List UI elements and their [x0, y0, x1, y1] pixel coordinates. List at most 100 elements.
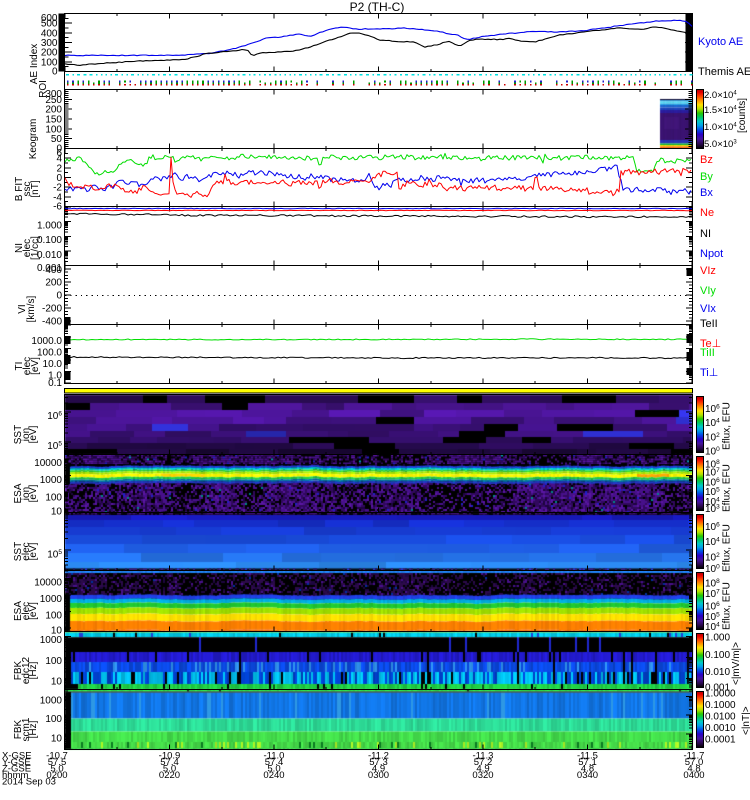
svg-text:[km/s]: [km/s]: [26, 295, 37, 322]
svg-text:-11.2: -11.2: [368, 751, 389, 762]
svg-text:102: 102: [705, 552, 720, 564]
svg-text:0.1000: 0.1000: [705, 700, 736, 711]
svg-text:0.010: 0.010: [37, 250, 62, 261]
svg-text:VI: VI: [17, 304, 28, 313]
svg-text:<|mV/m|>: <|mV/m|>: [731, 642, 742, 685]
svg-text:10000: 10000: [34, 578, 62, 589]
svg-text:5.0: 5.0: [50, 764, 63, 775]
svg-text:B FIT: B FIT: [14, 177, 25, 201]
svg-text:5.0×103: 5.0×103: [704, 139, 737, 150]
svg-text:SST: SST: [13, 425, 24, 444]
svg-text:57.2: 57.2: [474, 757, 493, 768]
svg-text:TI: TI: [14, 362, 25, 371]
svg-text:104: 104: [705, 537, 720, 549]
svg-text:4.9: 4.9: [372, 764, 385, 775]
svg-text:[eV]: [eV]: [28, 602, 39, 620]
svg-text:5.0: 5.0: [267, 764, 280, 775]
svg-text:FBK: FBK: [13, 719, 24, 739]
svg-text:-2: -2: [53, 183, 62, 194]
svg-text:1.0: 1.0: [48, 371, 62, 382]
svg-text:0: 0: [52, 67, 58, 78]
svg-text:0.010: 0.010: [705, 667, 730, 678]
svg-text:Eflux, EFU: Eflux, EFU: [722, 582, 733, 630]
svg-text:106: 106: [47, 411, 62, 423]
svg-text:0.1: 0.1: [48, 378, 62, 389]
svg-text:[eV]: [eV]: [30, 357, 41, 375]
svg-text:100: 100: [45, 124, 62, 135]
svg-text:Z-GSE: Z-GSE: [2, 764, 31, 775]
svg-text:By: By: [700, 171, 713, 183]
svg-text:400: 400: [45, 265, 62, 276]
svg-text:0.001: 0.001: [705, 683, 730, 694]
svg-text:0220: 0220: [159, 770, 180, 781]
svg-text:ROI: ROI: [38, 80, 49, 98]
svg-text:500: 500: [41, 19, 58, 30]
svg-text:-10.9: -10.9: [159, 751, 181, 762]
svg-text:106: 106: [705, 521, 720, 533]
svg-text:300: 300: [41, 38, 58, 49]
svg-text:100: 100: [45, 656, 62, 667]
svg-text:-11.0: -11.0: [264, 751, 285, 762]
svg-text:[1/cc]: [1/cc]: [30, 236, 41, 260]
svg-text:scm1: scm1: [21, 717, 32, 741]
svg-text:2014 Sep 03: 2014 Sep 03: [2, 777, 56, 788]
svg-text:AE Index: AE Index: [29, 44, 40, 85]
svg-text:P2 (TH-C): P2 (TH-C): [350, 0, 405, 14]
svg-text:1.000: 1.000: [705, 633, 730, 644]
svg-text:10: 10: [51, 507, 63, 518]
svg-text:VIx: VIx: [700, 303, 716, 315]
svg-text:[eV]: [eV]: [28, 542, 39, 560]
svg-text:elec: elec: [22, 357, 33, 375]
svg-text:0200: 0200: [46, 770, 67, 781]
svg-text:TiII: TiII: [700, 347, 715, 359]
svg-text:NI: NI: [700, 228, 711, 240]
svg-text:-11.3: -11.3: [473, 751, 494, 762]
svg-text:Keogram: Keogram: [28, 119, 39, 160]
svg-text:Y-GSE: Y-GSE: [2, 757, 31, 768]
svg-text:1.0000: 1.0000: [705, 689, 736, 700]
svg-text:103: 103: [705, 504, 720, 516]
svg-text:Eflux, EFU: Eflux, EFU: [722, 524, 733, 572]
svg-text:100.0: 100.0: [37, 347, 62, 358]
svg-text:105: 105: [705, 612, 720, 624]
svg-text:1.5×104: 1.5×104: [704, 105, 737, 116]
svg-text:1.000: 1.000: [37, 221, 62, 232]
svg-text:105: 105: [47, 441, 62, 453]
svg-text:105: 105: [705, 487, 720, 499]
svg-text:10: 10: [51, 734, 63, 745]
svg-text:[nT]: [nT]: [30, 180, 41, 197]
svg-text:ion: ion: [21, 487, 32, 500]
svg-text:4.8: 4.8: [687, 764, 700, 775]
svg-text:0320: 0320: [472, 770, 493, 781]
svg-text:elec: elec: [22, 239, 33, 257]
svg-text:400: 400: [41, 28, 58, 39]
svg-text:10: 10: [51, 677, 63, 688]
svg-text:1000: 1000: [40, 696, 63, 707]
svg-text:0.001: 0.001: [37, 263, 62, 274]
svg-text:57.4: 57.4: [265, 757, 284, 768]
svg-text:0: 0: [56, 291, 62, 302]
svg-text:105: 105: [47, 549, 62, 561]
svg-text:200: 200: [45, 277, 62, 288]
svg-text:106: 106: [705, 601, 720, 613]
svg-text:200: 200: [45, 105, 62, 116]
svg-text:SST: SST: [13, 542, 24, 561]
svg-text:1.0×104: 1.0×104: [704, 122, 737, 133]
svg-text:4: 4: [56, 154, 62, 165]
svg-text:-6: -6: [53, 202, 62, 213]
svg-text:Themis AE: Themis AE: [698, 66, 750, 78]
svg-text:[counts]: [counts]: [737, 98, 748, 133]
svg-text:0.0100: 0.0100: [705, 712, 736, 723]
svg-text:2.0×104: 2.0×104: [704, 90, 737, 101]
svg-text:Npot: Npot: [700, 248, 723, 260]
svg-text:Bz: Bz: [700, 154, 713, 166]
svg-text:elec: elec: [21, 602, 32, 620]
svg-text:57.4: 57.4: [160, 757, 179, 768]
svg-text:100: 100: [45, 714, 62, 725]
svg-text:108: 108: [705, 578, 720, 590]
svg-text:300: 300: [45, 89, 62, 100]
svg-text:10000: 10000: [34, 458, 62, 469]
svg-text:100: 100: [705, 446, 720, 458]
svg-text:ion: ion: [21, 428, 32, 441]
svg-text:0.0010: 0.0010: [705, 723, 736, 734]
